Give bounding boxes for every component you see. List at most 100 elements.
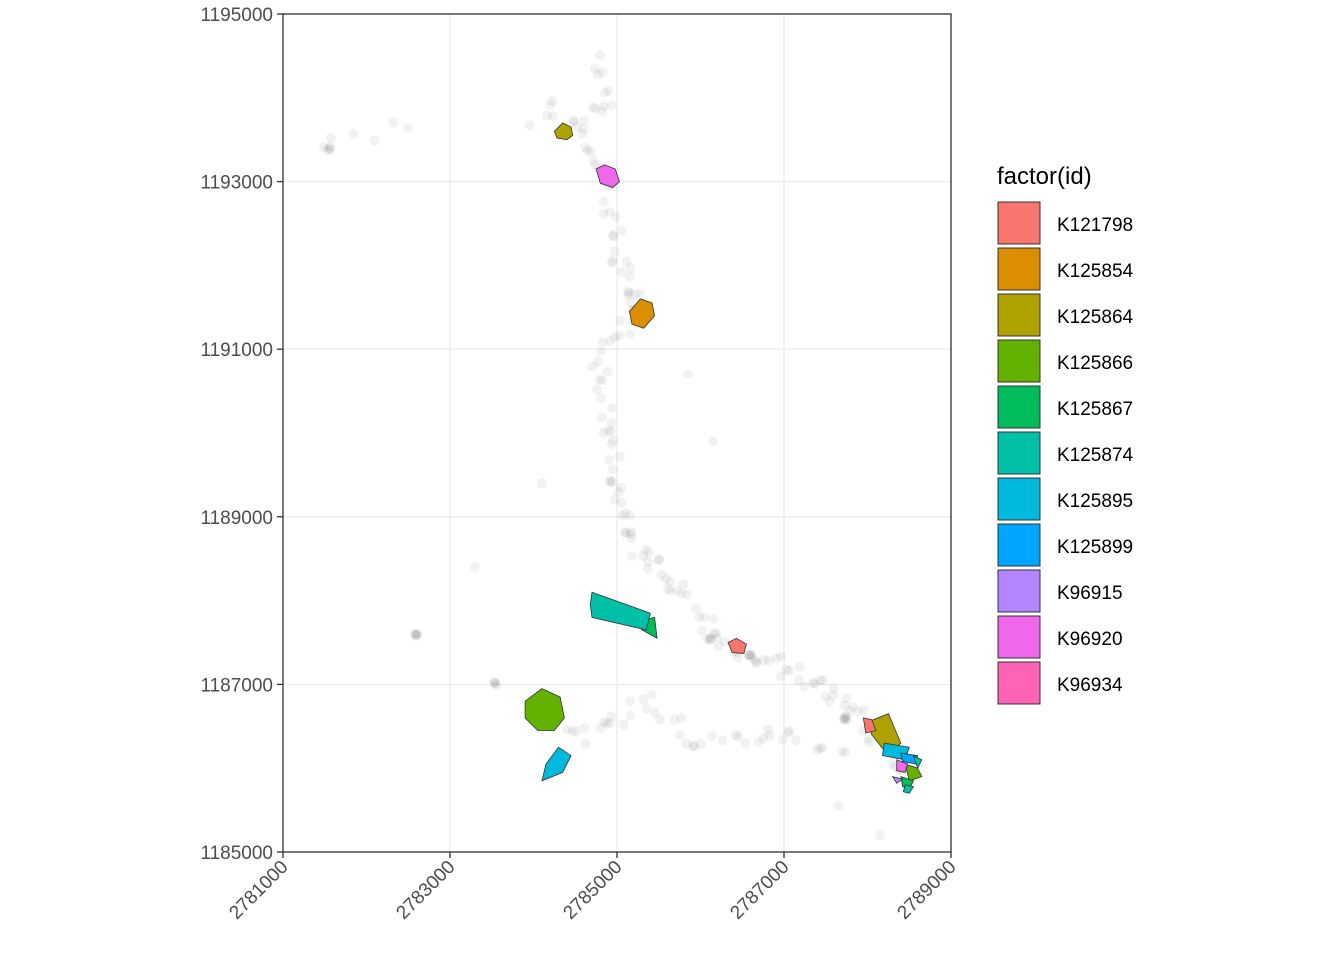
- observation-point: [743, 650, 754, 661]
- legend-label-k125864: K125864: [1057, 307, 1134, 328]
- observation-point: [597, 375, 608, 386]
- observation-point: [840, 712, 851, 723]
- observation-point: [618, 719, 629, 730]
- observation-point: [695, 738, 706, 749]
- observation-point: [616, 225, 627, 236]
- observation-point: [598, 196, 609, 207]
- y-tick-label: 1187000: [200, 675, 273, 696]
- y-tick-label: 1185000: [200, 843, 273, 864]
- observation-point: [411, 628, 421, 639]
- observation-point: [592, 69, 603, 80]
- observation-point: [605, 475, 615, 486]
- observation-point: [568, 115, 579, 126]
- observation-point: [524, 120, 535, 130]
- observation-point: [763, 724, 774, 735]
- observation-point: [609, 246, 620, 257]
- observation-point: [763, 655, 774, 666]
- observation-point: [750, 654, 761, 665]
- observation-point: [840, 710, 851, 721]
- observation-point: [839, 714, 850, 725]
- observation-point: [588, 155, 599, 166]
- legend-key-k96920: [997, 615, 1041, 659]
- observation-point: [623, 290, 634, 301]
- x-tick-label: 2783000: [392, 857, 459, 924]
- polygon-k125874: [589, 591, 651, 631]
- observation-point: [608, 231, 619, 242]
- observation-point: [577, 128, 588, 139]
- observation-point: [717, 735, 728, 746]
- observation-point: [547, 111, 558, 122]
- observation-point: [713, 641, 724, 652]
- observation-point: [595, 722, 606, 733]
- home-range-polygons: [524, 122, 923, 794]
- observation-point: [568, 117, 579, 127]
- observation-point: [614, 451, 625, 462]
- observation-point: [625, 329, 636, 340]
- observation-point: [411, 630, 422, 641]
- observation-point: [571, 122, 582, 132]
- legend-label-k125866: K125866: [1057, 353, 1133, 374]
- observation-point: [708, 628, 719, 639]
- observation-point: [665, 576, 676, 587]
- observation-point: [641, 703, 652, 714]
- observation-point: [322, 145, 333, 156]
- observation-point: [598, 101, 609, 112]
- legend-title: factor(id): [997, 163, 1092, 190]
- observation-point: [719, 636, 730, 647]
- legend-label-k96915: K96915: [1057, 583, 1123, 604]
- observation-point: [649, 707, 660, 718]
- observation-point: [542, 110, 553, 121]
- observation-point: [746, 649, 757, 660]
- observation-point: [545, 100, 556, 110]
- observation-point: [665, 585, 676, 596]
- observation-point: [589, 64, 600, 74]
- observation-point: [607, 402, 618, 413]
- observation-point: [643, 547, 654, 557]
- observation-point: [743, 649, 754, 660]
- observation-point: [653, 554, 664, 565]
- legend: factor(id) K121798K125854K125864K125866K…: [997, 163, 1134, 705]
- observation-point: [759, 655, 770, 665]
- observation-point: [616, 497, 627, 508]
- legend-key-k125899: [997, 523, 1041, 567]
- legend-key-k125866: [997, 339, 1041, 383]
- observation-point: [777, 734, 788, 745]
- y-axis: 1185000 1187000 1189000 1191000 1193000 11950…: [200, 5, 283, 864]
- observation-point: [603, 425, 614, 436]
- observation-point: [858, 705, 869, 716]
- observation-point: [599, 87, 610, 98]
- observation-point: [746, 651, 757, 662]
- observation-point: [619, 527, 630, 538]
- observation-point: [607, 435, 618, 446]
- observation-point: [620, 508, 631, 518]
- observation-point: [815, 743, 826, 754]
- observation-point: [606, 711, 617, 722]
- legend-items: K121798 K125854 K125864 K125866 K125867 K1258…: [997, 201, 1134, 705]
- observation-point: [699, 612, 710, 623]
- observation-point: [591, 384, 602, 395]
- observation-point: [676, 588, 687, 599]
- observation-point: [790, 735, 801, 746]
- polygon-k125854: [629, 298, 656, 329]
- observation-point: [681, 589, 692, 600]
- observation-point: [638, 551, 649, 562]
- observation-point: [764, 730, 775, 741]
- observation-point: [711, 628, 721, 639]
- observation-point: [605, 717, 616, 728]
- observation-point: [625, 297, 636, 308]
- observation-point: [622, 286, 633, 297]
- observation-point: [705, 634, 716, 645]
- observation-point: [828, 683, 839, 694]
- observation-point: [590, 103, 601, 114]
- observation-point: [837, 746, 848, 757]
- observation-point: [348, 129, 359, 140]
- y-tick-label: 1189000: [200, 508, 273, 529]
- legend-key-k96915: [997, 569, 1041, 613]
- observation-point: [409, 629, 420, 640]
- observation-point: [842, 715, 853, 725]
- observation-point: [708, 436, 718, 447]
- observation-point: [606, 418, 617, 429]
- observation-point: [325, 144, 336, 155]
- observation-point: [833, 800, 844, 811]
- legend-key-k125867: [997, 385, 1041, 429]
